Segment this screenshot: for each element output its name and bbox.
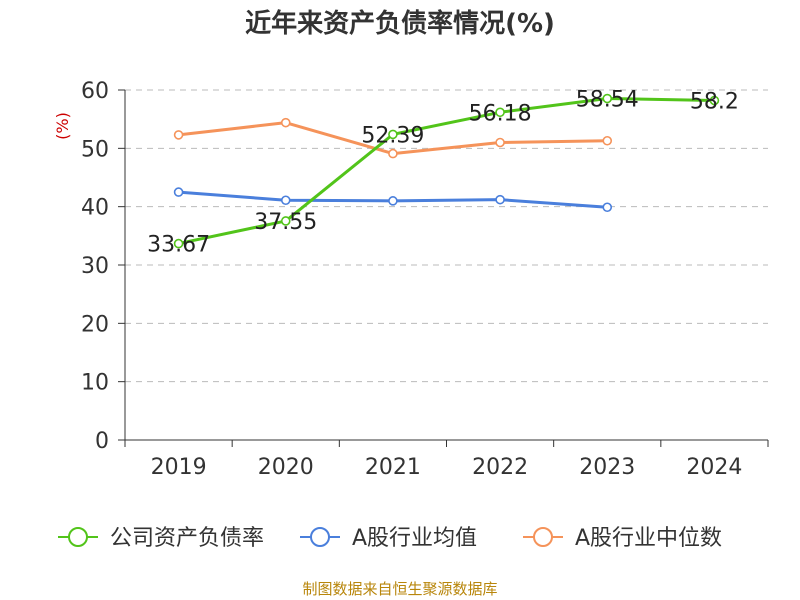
data-label: 58.54	[576, 88, 639, 113]
legend-label: 公司资产负债率	[110, 526, 264, 551]
x-tick-label: 2024	[686, 455, 742, 480]
y-tick-label: 60	[81, 79, 109, 104]
data-point	[602, 135, 613, 146]
data-point	[709, 95, 720, 106]
data-point	[280, 216, 291, 226]
data-point	[388, 129, 398, 140]
x-tick-label: 2022	[472, 455, 528, 480]
y-tick-label: 40	[81, 196, 109, 221]
data-label: 58.2	[690, 90, 739, 115]
data-point	[602, 202, 613, 213]
data-point	[173, 130, 184, 140]
data-point	[495, 107, 505, 118]
data-point	[280, 117, 291, 128]
series-group	[173, 93, 720, 249]
y-tick-label: 0	[95, 429, 109, 454]
source-note: 制图数据来自恒生聚源数据库	[302, 580, 497, 598]
data-point	[280, 195, 291, 206]
data-point	[388, 196, 398, 206]
axes: 0 10 20 30 40 50 60 2019 2020 2021 2022 2023 2024	[81, 79, 769, 480]
y-tick-label: 30	[81, 254, 109, 279]
x-tick-label: 2019	[151, 455, 207, 480]
legend-marker	[533, 527, 553, 547]
data-point	[495, 194, 505, 205]
y-tick-label: 50	[81, 137, 109, 162]
x-tick-label: 2021	[365, 455, 421, 480]
chart-title: 近年来资产负债率情况(%)	[245, 8, 555, 39]
x-tick-label: 2020	[258, 455, 314, 480]
legend-marker	[310, 527, 330, 547]
data-point	[173, 238, 184, 249]
data-label: 56.18	[469, 101, 532, 126]
legend-label: A股行业均值	[352, 526, 477, 551]
series-line	[178, 97, 715, 246]
x-tick-label: 2023	[579, 455, 635, 480]
data-label: 52.39	[361, 123, 424, 148]
legend-marker	[68, 527, 88, 547]
data-point	[388, 148, 398, 159]
y-tick-label: 20	[81, 312, 109, 337]
data-point	[173, 187, 184, 197]
legend: 公司资产负债率 A股行业均值 A股行业中位数	[58, 526, 722, 551]
data-point	[602, 93, 613, 104]
y-axis-unit: (%)	[53, 112, 72, 140]
y-tick-label: 10	[81, 371, 109, 396]
legend-label: A股行业中位数	[575, 526, 722, 551]
data-label: 37.55	[254, 210, 317, 235]
data-point	[495, 137, 505, 148]
data-labels: 33.67 37.55 52.39 56.18 58.54 58.2	[147, 88, 739, 258]
data-label: 33.67	[147, 233, 210, 258]
